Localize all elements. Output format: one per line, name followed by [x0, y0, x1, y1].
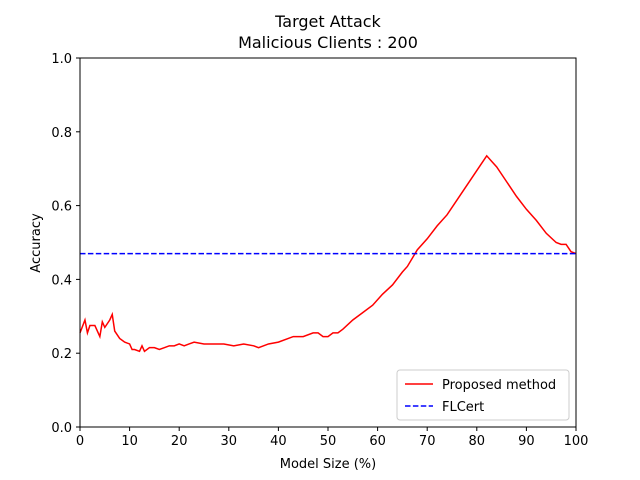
y-axis-label: Accuracy: [29, 213, 44, 273]
y-tick-label: 1.0: [51, 52, 72, 67]
plot-frame: [79, 57, 577, 428]
y-tick-label: 0.2: [51, 347, 72, 362]
legend: Proposed method FLCert: [396, 369, 570, 421]
x-tick-label: 50: [320, 434, 337, 449]
x-axis-label: Model Size (%): [280, 457, 376, 472]
x-tick-label: 20: [171, 434, 188, 449]
x-tick-label: 80: [469, 434, 486, 449]
chart-title: Target Attack: [274, 12, 381, 31]
y-tick-label: 0.0: [51, 421, 72, 436]
x-tick-label: 60: [369, 434, 386, 449]
x-tick-label: 40: [270, 434, 287, 449]
legend-box: [396, 369, 570, 421]
y-tick-label: 0.8: [51, 126, 72, 141]
x-tick-label: 100: [564, 434, 589, 449]
legend-label: FLCert: [442, 400, 484, 415]
y-tick-label: 0.6: [51, 200, 72, 215]
legend-label: Proposed method: [442, 378, 556, 393]
x-tick-label: 0: [76, 434, 84, 449]
x-tick-label: 70: [419, 434, 436, 449]
y-tick-label: 0.4: [51, 273, 72, 288]
data-line: [79, 154, 577, 353]
x-tick-label: 30: [221, 434, 238, 449]
x-tick-label: 10: [121, 434, 138, 449]
x-tick-label: 90: [518, 434, 535, 449]
chart-subtitle: Malicious Clients : 200: [238, 33, 418, 52]
